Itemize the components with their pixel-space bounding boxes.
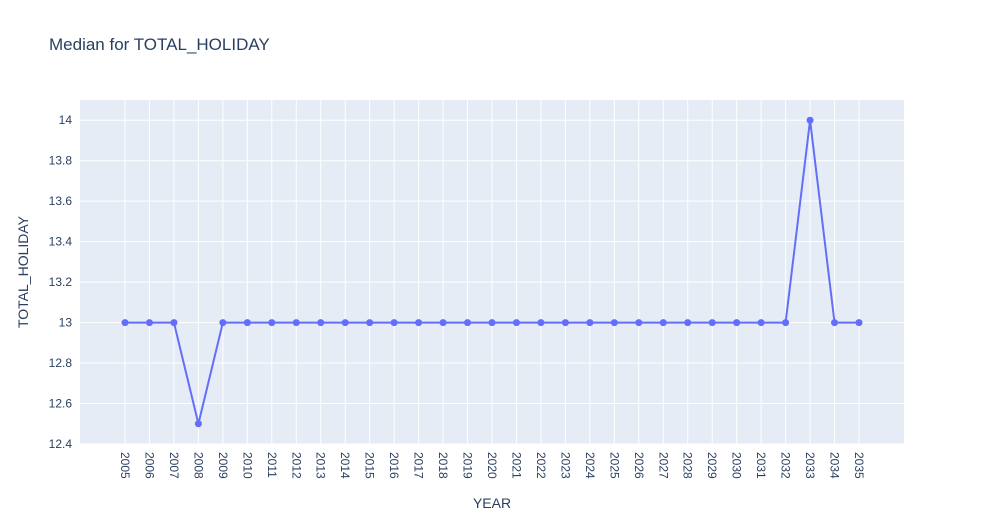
x-axis-title: YEAR — [473, 495, 511, 511]
data-point — [855, 319, 863, 327]
chart-title: Median for TOTAL_HOLIDAY — [49, 35, 270, 54]
data-point — [194, 420, 202, 428]
x-tick-label: 2034 — [828, 452, 842, 479]
x-tick-label: 2007 — [167, 452, 181, 479]
data-point — [292, 319, 300, 327]
y-tick-label: 12.4 — [49, 437, 73, 451]
data-point — [806, 116, 814, 124]
data-point — [121, 319, 129, 327]
data-point — [782, 319, 790, 327]
data-point — [586, 319, 594, 327]
x-tick-label: 2024 — [583, 452, 597, 479]
x-tick-label: 2018 — [436, 452, 450, 479]
data-point — [561, 319, 569, 327]
y-tick-label: 13.4 — [49, 235, 73, 249]
grid-lines — [80, 100, 904, 445]
data-point — [537, 319, 545, 327]
x-tick-label: 2005 — [118, 452, 132, 479]
data-point — [390, 319, 398, 327]
x-tick-label: 2022 — [534, 452, 548, 479]
y-tick-label: 13 — [59, 316, 73, 330]
x-tick-label: 2010 — [240, 452, 254, 479]
x-axis-ticks: 2005 2006 2007 2008 2009 2010 2011 2012 2013 2014… — [118, 452, 866, 479]
data-point — [512, 319, 520, 327]
data-point — [145, 319, 153, 327]
x-tick-label: 2015 — [363, 452, 377, 479]
x-tick-label: 2031 — [754, 452, 768, 479]
x-tick-label: 2030 — [730, 452, 744, 479]
data-point — [464, 319, 472, 327]
y-axis-title: TOTAL_HOLIDAY — [15, 215, 31, 328]
x-tick-label: 2032 — [779, 452, 793, 479]
data-point — [708, 319, 716, 327]
data-point — [243, 319, 251, 327]
x-tick-label: 2011 — [265, 452, 279, 478]
data-point — [757, 319, 765, 327]
data-point — [488, 319, 496, 327]
y-tick-label: 13.2 — [49, 275, 73, 289]
x-tick-label: 2023 — [558, 452, 572, 479]
x-tick-label: 2033 — [803, 452, 817, 479]
data-point — [635, 319, 643, 327]
x-tick-label: 2009 — [216, 452, 230, 479]
y-tick-label: 12.6 — [49, 397, 73, 411]
series-layer — [121, 116, 863, 428]
x-tick-label: 2017 — [412, 452, 426, 479]
data-point — [366, 319, 374, 327]
x-tick-label: 2019 — [461, 452, 475, 479]
x-tick-label: 2016 — [387, 452, 401, 479]
data-point — [170, 319, 178, 327]
y-axis-ticks: 12.4 12.6 12.8 13 13.2 13.4 13.6 13.8 14 — [49, 113, 73, 451]
data-point — [610, 319, 618, 327]
x-tick-label: 2014 — [338, 452, 352, 479]
x-tick-label: 2025 — [607, 452, 621, 479]
x-tick-label: 2028 — [681, 452, 695, 479]
x-tick-label: 2008 — [191, 452, 205, 479]
x-tick-label: 2012 — [289, 452, 303, 479]
y-tick-label: 12.8 — [49, 356, 73, 370]
data-point — [317, 319, 325, 327]
x-tick-label: 2029 — [705, 452, 719, 479]
x-tick-label: 2021 — [509, 452, 523, 479]
data-point — [659, 319, 667, 327]
x-tick-label: 2027 — [656, 452, 670, 479]
data-point — [219, 319, 227, 327]
x-tick-label: 2020 — [485, 452, 499, 479]
data-point — [341, 319, 349, 327]
data-point — [733, 319, 741, 327]
y-tick-label: 13.6 — [49, 194, 73, 208]
y-tick-label: 13.8 — [49, 154, 73, 168]
x-tick-label: 2026 — [632, 452, 646, 479]
data-point — [831, 319, 839, 327]
data-point — [415, 319, 423, 327]
data-point — [439, 319, 447, 327]
data-point — [268, 319, 276, 327]
x-tick-label: 2006 — [142, 452, 156, 479]
data-point — [684, 319, 692, 327]
x-tick-label: 2035 — [852, 452, 866, 479]
x-tick-label: 2013 — [314, 452, 328, 479]
y-tick-label: 14 — [59, 113, 73, 127]
